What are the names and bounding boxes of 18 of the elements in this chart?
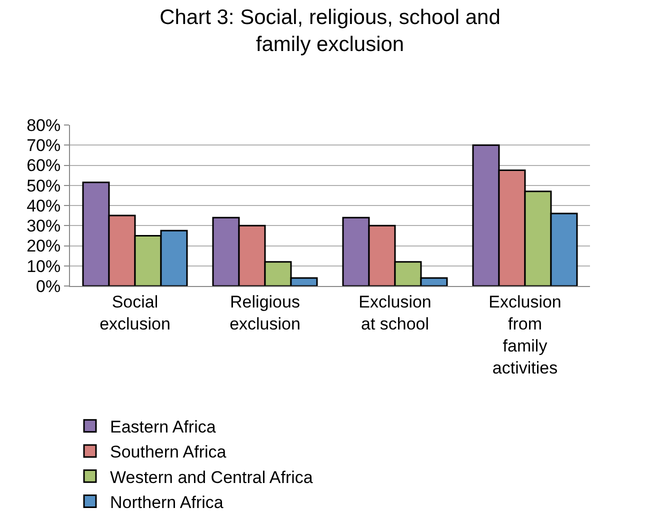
y-tick-label: 20% — [26, 236, 61, 256]
y-tick-label: 80% — [26, 116, 61, 135]
legend-label: Northern Africa — [110, 492, 224, 512]
y-tick-label: 60% — [26, 156, 61, 176]
legend-label: Southern Africa — [110, 442, 227, 462]
y-tick-label: 50% — [26, 176, 61, 196]
x-tick-label: Religious exclusion — [230, 292, 300, 334]
y-tick-label: 0% — [36, 276, 61, 296]
y-tick-label: 40% — [26, 196, 61, 216]
legend-label: Eastern Africa — [110, 418, 216, 437]
x-tick-label: Social exclusion — [100, 292, 170, 334]
x-tick-label: Exclusion at school — [358, 292, 432, 334]
x-tick-label: Exclusion from family activities — [488, 292, 562, 378]
y-tick-label: 70% — [26, 136, 61, 156]
legend-label: Western and Central Africa — [110, 468, 314, 487]
chart-title: Chart 3: Social, religious, school and family exclusion — [160, 6, 500, 56]
y-tick-label: 10% — [26, 256, 61, 276]
y-tick-label: 30% — [26, 216, 61, 236]
